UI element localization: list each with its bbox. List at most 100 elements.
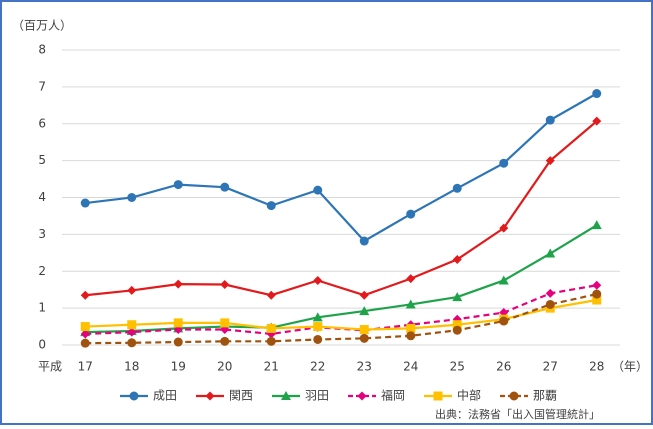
series-line (85, 92, 598, 243)
point (406, 209, 416, 219)
y-tick-label: 3 (38, 227, 46, 241)
series-line (85, 120, 598, 297)
point (80, 322, 90, 332)
x-tick-label: 23 (357, 360, 372, 374)
legend-label: 関西 (229, 389, 253, 403)
x-tick-label: 21 (264, 360, 279, 374)
point (173, 337, 183, 347)
point (127, 327, 137, 337)
point (452, 292, 463, 302)
point (127, 285, 137, 295)
point (127, 320, 137, 330)
y-tick-label: 0 (38, 338, 46, 352)
source: 出典：法務省「出入国管理統計」 (435, 407, 600, 421)
series-line (85, 224, 598, 334)
legend-marker (509, 391, 519, 401)
x-tick-label: 25 (450, 360, 465, 374)
point (220, 336, 230, 346)
x-tick-label: 19 (171, 360, 186, 374)
point (80, 198, 90, 208)
legend-marker (357, 391, 367, 401)
point (452, 320, 462, 330)
point (173, 180, 183, 190)
point (592, 280, 602, 290)
point (266, 323, 276, 333)
legend-label: 福岡 (381, 388, 405, 403)
y-unit-label: （百万人） (12, 19, 72, 33)
point (266, 336, 276, 346)
x-tick-label: 27 (543, 360, 558, 374)
point (173, 318, 183, 328)
y-tick-label: 7 (38, 79, 46, 93)
point (499, 316, 509, 326)
legend-marker (433, 391, 443, 401)
legend-marker (129, 391, 139, 401)
point (127, 193, 137, 202)
point (498, 275, 509, 285)
point (406, 323, 416, 333)
point (592, 295, 602, 305)
y-tick-label: 4 (38, 190, 46, 204)
point (313, 322, 323, 332)
point (499, 158, 509, 168)
point (499, 223, 509, 233)
point (312, 312, 323, 322)
point (220, 318, 230, 328)
point (452, 254, 462, 264)
x-tick-label: 28 (589, 360, 604, 374)
y-tick-label: 1 (38, 301, 46, 315)
legend-marker (281, 391, 291, 400)
point (406, 331, 416, 341)
x-tick-label: 26 (496, 360, 511, 374)
y-tick-label: 8 (38, 43, 46, 57)
y-tick-label: 6 (38, 116, 46, 130)
point (173, 279, 183, 289)
legend-label: 那覇 (533, 389, 557, 403)
x-unit-label: （年） (612, 360, 648, 374)
point (359, 333, 369, 343)
point (545, 156, 555, 166)
x-prefix-label: 平成 (38, 360, 62, 374)
point (359, 236, 369, 246)
point (545, 248, 556, 258)
point (592, 116, 602, 126)
point (266, 290, 276, 300)
point (545, 288, 555, 298)
point (127, 338, 137, 348)
point (313, 275, 323, 285)
x-tick-label: 24 (403, 360, 418, 374)
point (313, 185, 323, 195)
point (545, 115, 555, 125)
point (80, 290, 90, 300)
point (359, 306, 370, 316)
x-tick-label: 17 (78, 360, 93, 374)
legend-marker (205, 391, 215, 401)
point (266, 201, 276, 211)
point (80, 338, 90, 348)
series-line (85, 298, 597, 331)
legend-label: 中部 (457, 388, 481, 403)
point (80, 329, 90, 339)
point (313, 334, 323, 344)
point (359, 290, 369, 300)
point (220, 182, 230, 192)
point (405, 299, 416, 309)
point (220, 280, 230, 290)
point (592, 289, 602, 299)
x-tick-label: 20 (217, 360, 232, 374)
y-tick-label: 5 (38, 153, 46, 167)
legend-label: 成田 (153, 389, 177, 403)
series-line (85, 284, 597, 336)
point (452, 325, 462, 335)
x-tick-label: 22 (310, 360, 325, 374)
series-line (85, 293, 597, 345)
point (359, 325, 369, 335)
x-tick-label: 18 (124, 360, 139, 374)
y-tick-label: 2 (38, 264, 46, 278)
point (452, 183, 462, 193)
point (591, 220, 602, 230)
legend-label: 羽田 (305, 389, 329, 403)
point (592, 89, 602, 99)
